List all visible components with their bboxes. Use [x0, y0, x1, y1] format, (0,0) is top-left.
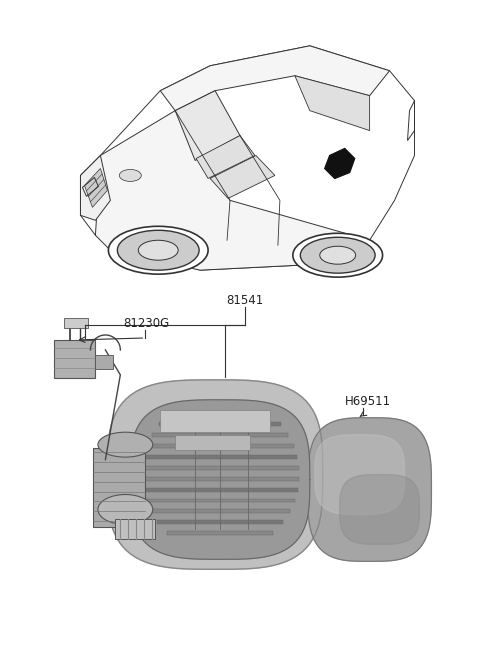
Ellipse shape	[108, 226, 208, 274]
Polygon shape	[131, 400, 310, 560]
Ellipse shape	[98, 432, 153, 457]
Bar	[143, 487, 298, 491]
Bar	[150, 510, 290, 514]
Ellipse shape	[117, 230, 199, 270]
Bar	[160, 410, 270, 432]
Bar	[143, 455, 297, 459]
Polygon shape	[210, 155, 275, 198]
Text: 81541: 81541	[227, 294, 264, 307]
Text: H69511: H69511	[345, 395, 391, 408]
Polygon shape	[160, 46, 390, 111]
Bar	[167, 531, 274, 535]
Bar	[115, 520, 155, 539]
Bar	[146, 443, 294, 447]
Polygon shape	[81, 155, 110, 220]
Bar	[54, 340, 96, 378]
Polygon shape	[295, 75, 370, 131]
Polygon shape	[315, 435, 405, 514]
Bar	[96, 355, 113, 369]
Bar	[170, 411, 270, 415]
Polygon shape	[108, 380, 323, 569]
Bar	[175, 435, 250, 449]
Polygon shape	[96, 111, 370, 270]
Polygon shape	[340, 474, 420, 544]
Bar	[63, 318, 88, 328]
Bar	[157, 520, 283, 524]
Ellipse shape	[320, 246, 356, 264]
Ellipse shape	[138, 240, 178, 260]
Bar	[142, 466, 299, 470]
Bar	[145, 499, 295, 502]
Ellipse shape	[98, 495, 153, 524]
Polygon shape	[325, 148, 355, 178]
Bar	[141, 476, 299, 481]
Polygon shape	[308, 418, 432, 562]
Ellipse shape	[293, 234, 383, 277]
Polygon shape	[175, 91, 240, 161]
Bar	[152, 433, 288, 437]
Bar	[159, 422, 281, 426]
Bar	[94, 447, 145, 527]
Ellipse shape	[120, 169, 141, 182]
Ellipse shape	[300, 237, 375, 273]
Text: 81230G: 81230G	[123, 317, 169, 330]
Polygon shape	[84, 169, 108, 207]
Polygon shape	[196, 136, 255, 178]
